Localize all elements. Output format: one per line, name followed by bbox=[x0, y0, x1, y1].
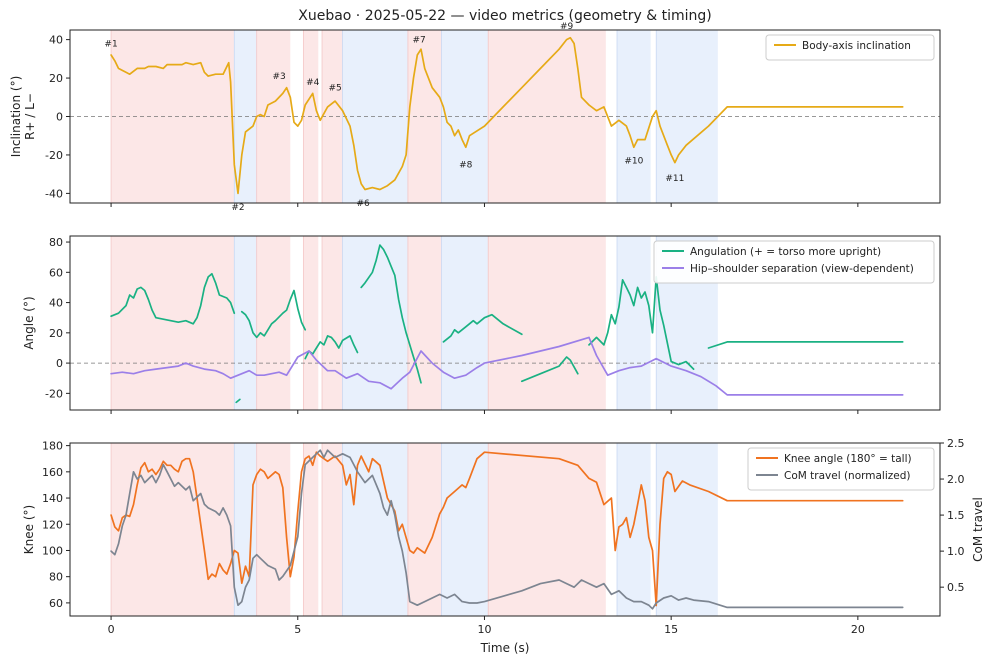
series-line-1-segment-2 bbox=[235, 398, 241, 404]
y-tick-label: 140 bbox=[42, 492, 63, 505]
legend-entry: Body-axis inclination bbox=[802, 40, 911, 52]
x-tick-label: 15 bbox=[664, 623, 678, 636]
annotation-label: #11 bbox=[665, 174, 684, 184]
y-tick-label: -40 bbox=[45, 187, 63, 200]
y-tick-label: -20 bbox=[45, 387, 63, 400]
shaded-interval-7 bbox=[441, 236, 489, 410]
shaded-interval-0 bbox=[111, 236, 235, 410]
y-tick-label: 60 bbox=[49, 597, 63, 610]
legend-frame bbox=[747, 447, 935, 491]
y-tick-label: 120 bbox=[42, 518, 63, 531]
series-line-1-segment-1 bbox=[110, 272, 236, 325]
shaded-interval-0 bbox=[111, 443, 235, 616]
series-line-1-segment-9 bbox=[707, 341, 904, 349]
legend: Body-axis inclination bbox=[765, 34, 935, 61]
plot-frame bbox=[69, 235, 941, 411]
legend-frame bbox=[653, 240, 935, 284]
legend-frame bbox=[765, 34, 935, 61]
y-tick-label: -20 bbox=[45, 149, 63, 162]
series-line-1-segment-6 bbox=[442, 313, 523, 343]
series-line-1-segment-1 bbox=[110, 36, 904, 195]
shaded-interval-8 bbox=[488, 443, 606, 616]
shaded-interval-2 bbox=[256, 443, 291, 616]
annotation-label: #9 bbox=[560, 22, 574, 32]
shaded-interval-7 bbox=[441, 443, 489, 616]
y-tick-label: 40 bbox=[49, 297, 63, 310]
shaded-interval-4 bbox=[322, 443, 343, 616]
y2-tick-label: 0.5 bbox=[947, 581, 965, 594]
chart-panel-2: -20 0 20 40 60 80 Angle (°) Angulation (+ = tor… bbox=[22, 235, 941, 414]
annotation-label: #3 bbox=[272, 72, 285, 82]
series-line-1-segment-1 bbox=[110, 451, 904, 607]
legend-entry: Hip–shoulder separation (view-dependent) bbox=[690, 263, 914, 275]
legend-entry: CoM travel (normalized) bbox=[784, 470, 911, 482]
y-axis-label-line2: R+ / L− bbox=[23, 93, 37, 140]
shaded-interval-1 bbox=[234, 236, 257, 410]
y-tick-label: 20 bbox=[49, 327, 63, 340]
x-tick-label: 20 bbox=[851, 623, 865, 636]
legend-entry: Angulation (+ = torso more upright) bbox=[690, 246, 881, 258]
panels-group: -40 -20 0 20 40 Inclination (°) R+ / L− #1 #2 #3 #… bbox=[9, 22, 985, 636]
series-line-2-segment-1 bbox=[110, 336, 904, 396]
series-line-1-segment-3 bbox=[240, 289, 307, 339]
y-axis-label: Angle (°) bbox=[22, 296, 36, 349]
y-tick-label: 0 bbox=[56, 357, 63, 370]
annotation-label: #5 bbox=[328, 84, 341, 94]
y-axis-label: Knee (°) bbox=[22, 505, 36, 554]
plot-frame bbox=[69, 442, 941, 617]
shaded-interval-9 bbox=[617, 443, 651, 616]
chart-panel-1: -40 -20 0 20 40 Inclination (°) R+ / L− #1 #2 #3 #… bbox=[9, 22, 941, 213]
legend: Angulation (+ = torso more upright) Hip–s… bbox=[653, 240, 935, 284]
chart-title: Xuebao · 2025-05-22 — video metrics (geo… bbox=[298, 8, 712, 24]
series-lines bbox=[110, 244, 904, 404]
y-tick-label: 40 bbox=[49, 34, 63, 47]
y-tick-label: 60 bbox=[49, 266, 63, 279]
shaded-interval-6 bbox=[407, 236, 442, 410]
shaded-intervals bbox=[110, 236, 718, 410]
y2-axis-label: CoM travel bbox=[971, 497, 985, 562]
y2-tick-label: 1.5 bbox=[947, 509, 965, 522]
y-tick-label: 180 bbox=[42, 440, 63, 453]
series-lines bbox=[110, 36, 904, 195]
shaded-interval-6 bbox=[407, 443, 442, 616]
annotation-label: #8 bbox=[459, 161, 473, 171]
legend-entry: Knee angle (180° = tall) bbox=[784, 453, 912, 465]
y-tick-label: 20 bbox=[49, 72, 63, 85]
shaded-interval-10 bbox=[656, 443, 718, 616]
y2-tick-label: 2.5 bbox=[947, 437, 965, 450]
y-axis-label-line1: Inclination (°) bbox=[9, 76, 23, 158]
annotation-label: #7 bbox=[412, 36, 425, 46]
y2-tick-label: 1.0 bbox=[947, 545, 965, 558]
y-tick-label: 160 bbox=[42, 466, 63, 479]
annotation-label: #2 bbox=[231, 203, 244, 213]
series-line-1-segment-5 bbox=[360, 244, 422, 384]
series-lines bbox=[110, 449, 904, 610]
series-line-1-segment-7 bbox=[520, 356, 579, 383]
y-tick-label: 80 bbox=[49, 571, 63, 584]
legend: Knee angle (180° = tall) CoM travel (norm… bbox=[747, 447, 935, 491]
x-tick-label: 5 bbox=[294, 623, 301, 636]
x-tick-label: 10 bbox=[477, 623, 491, 636]
annotation-label: #4 bbox=[306, 78, 320, 88]
series-line-1-segment-4 bbox=[304, 335, 359, 360]
shaded-interval-9 bbox=[617, 236, 651, 410]
shaded-interval-4 bbox=[322, 236, 343, 410]
shaded-interval-3 bbox=[303, 236, 319, 410]
y-tick-label: 0 bbox=[56, 111, 63, 124]
y-tick-label: 80 bbox=[49, 236, 63, 249]
x-axis-label: Time (s) bbox=[480, 641, 530, 655]
annotation-label: #10 bbox=[624, 157, 643, 167]
shaded-interval-3 bbox=[303, 443, 319, 616]
x-tick-label: 0 bbox=[108, 623, 115, 636]
series-line-1-segment-8 bbox=[588, 276, 695, 370]
series-line-2-segment-1 bbox=[110, 449, 904, 610]
shaded-interval-8 bbox=[488, 236, 606, 410]
y-tick-label: 100 bbox=[42, 544, 63, 557]
annotation-label: #1 bbox=[104, 39, 117, 49]
annotation-label: #6 bbox=[356, 199, 370, 209]
y2-tick-label: 2.0 bbox=[947, 473, 965, 486]
